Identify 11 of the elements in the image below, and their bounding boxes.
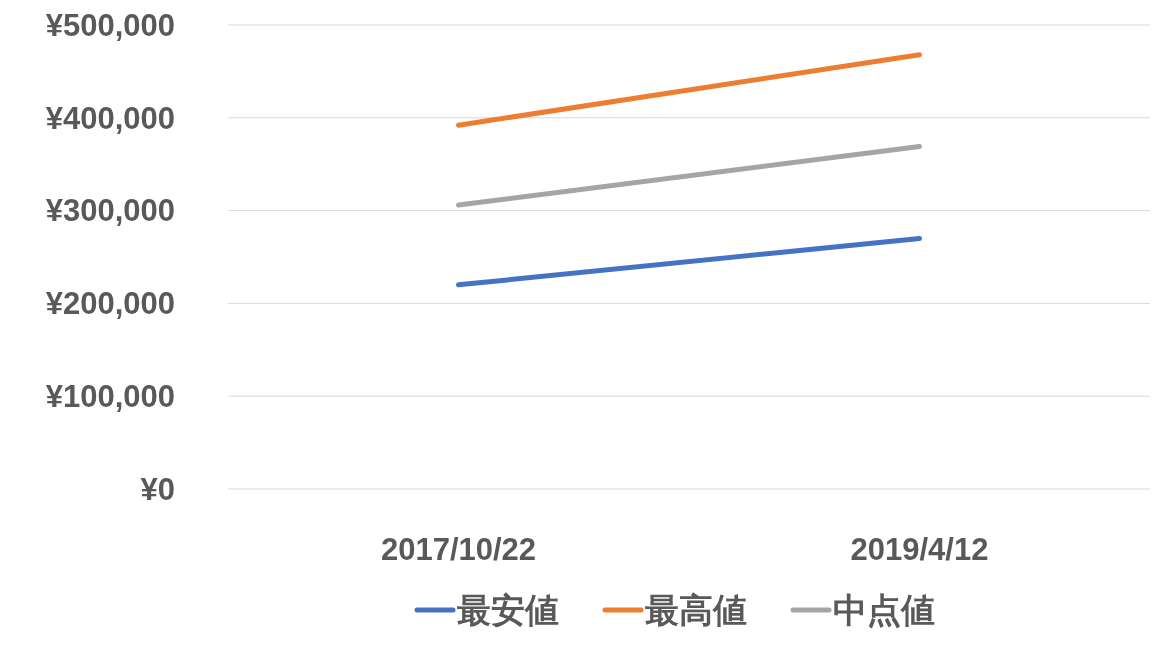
y-tick-label: ¥500,000: [45, 7, 175, 43]
legend-label: 中点値: [833, 590, 935, 629]
x-tick-label: 2019/4/12: [850, 532, 989, 567]
y-tick-label: ¥0: [140, 471, 175, 507]
y-tick-label: ¥400,000: [45, 100, 175, 136]
x-tick-label: 2017/10/22: [380, 532, 537, 567]
legend-label: 最安値: [457, 590, 559, 629]
y-tick-label: ¥200,000: [45, 286, 175, 322]
legend-label: 最高値: [645, 590, 747, 629]
y-tick-label: ¥300,000: [45, 193, 175, 229]
y-tick-label: ¥100,000: [45, 379, 175, 415]
